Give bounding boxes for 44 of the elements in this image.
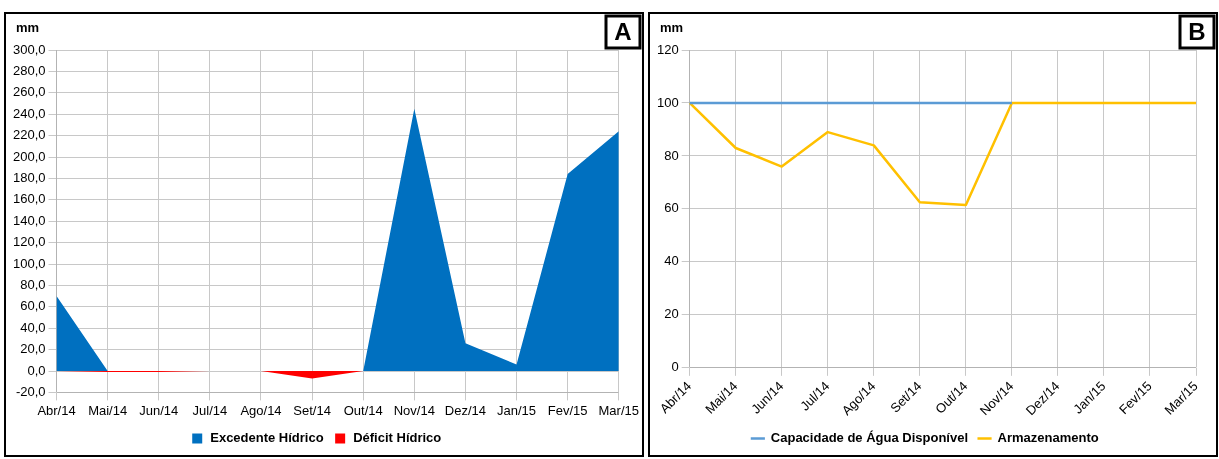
- y-tick-label: 180,0: [12, 169, 46, 185]
- y-tick-label: 120,0: [12, 234, 46, 250]
- y-tick-label: 0: [671, 359, 679, 375]
- x-tick-label: Jan/15: [497, 402, 537, 418]
- x-tick-label: Out/14: [343, 402, 383, 418]
- y-tick-label: 80: [664, 147, 679, 163]
- legend-label: Armazenamento: [997, 430, 1099, 446]
- legend-label: Déficit Hídrico: [353, 430, 442, 446]
- x-tick-label: Abr/14: [37, 402, 76, 418]
- x-tick-label: Mai/14: [88, 402, 128, 418]
- y-tick-label: 280,0: [12, 62, 46, 78]
- y-axis-title: mm: [16, 19, 40, 35]
- x-tick-label: Jun/14: [139, 402, 179, 418]
- y-tick-label: 60: [664, 200, 679, 216]
- x-tick-label: Jul/14: [192, 402, 228, 418]
- y-tick-label: 40,0: [20, 319, 46, 335]
- text: A: [614, 17, 632, 45]
- y-tick-label: 120: [656, 41, 679, 57]
- y-tick-label: 200,0: [12, 148, 46, 164]
- x-tick-label: Set/14: [293, 402, 331, 418]
- y-tick-label: 100,0: [12, 255, 46, 271]
- x-tick-label: Mar/15: [598, 402, 639, 418]
- y-tick-label: 300,0: [12, 41, 46, 57]
- legend-label: Capacidade de Água Disponível: [770, 430, 969, 446]
- y-tick-label: 160,0: [12, 191, 46, 207]
- x-tick-label: Dez/14: [444, 402, 487, 418]
- y-tick-label: 220,0: [12, 127, 46, 143]
- y-tick-label: 80,0: [20, 276, 46, 292]
- x-tick-label: Nov/14: [393, 402, 435, 418]
- legend-label: Excedente Hídrico: [210, 430, 324, 446]
- y-tick-label: 20,0: [20, 341, 46, 357]
- y-tick-label: 240,0: [12, 105, 46, 121]
- y-tick-label: 100: [656, 94, 679, 110]
- y-tick-label: 0,0: [27, 362, 46, 378]
- text: B: [1188, 17, 1206, 45]
- y-tick-label: 60,0: [20, 298, 46, 314]
- y-tick-label: 140,0: [12, 212, 46, 228]
- y-tick-label: 40: [664, 253, 679, 269]
- x-tick-label: Fev/15: [547, 402, 588, 418]
- x-tick-label: Ago/14: [240, 402, 282, 418]
- y-tick-label: 20: [664, 306, 679, 322]
- y-tick-label: 260,0: [12, 84, 46, 100]
- y-axis-title: mm: [660, 19, 684, 35]
- y-tick-label: -20,0: [15, 383, 46, 399]
